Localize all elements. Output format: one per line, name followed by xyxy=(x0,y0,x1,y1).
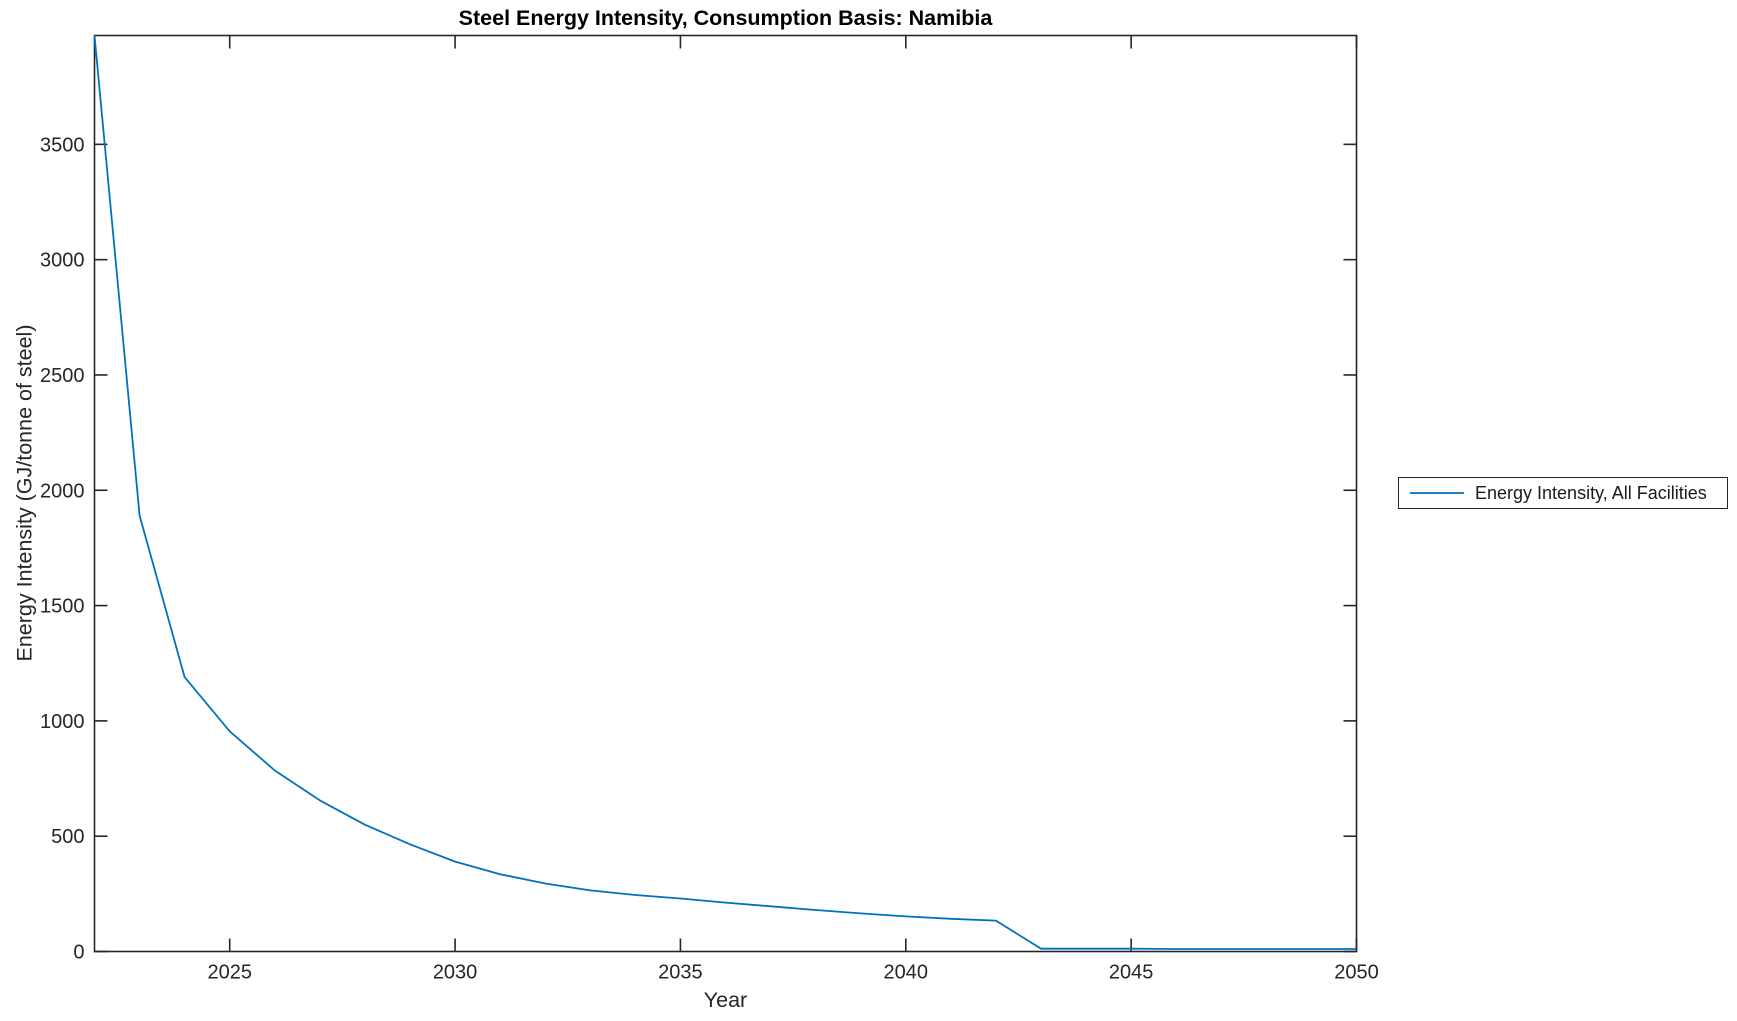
x-tick-label: 2040 xyxy=(884,962,929,984)
x-tick-label: 2035 xyxy=(658,962,703,984)
x-tick-label: 2025 xyxy=(207,962,252,984)
y-axis-label: Energy Intensity (GJ/tonne of steel) xyxy=(12,324,37,662)
x-axis-label: Year xyxy=(703,988,748,1012)
y-tick-label: 500 xyxy=(51,826,84,848)
x-tick-label: 2030 xyxy=(433,962,478,984)
y-tick-label: 2000 xyxy=(40,480,85,502)
x-tick-label: 2045 xyxy=(1109,962,1154,984)
series-line xyxy=(93,35,1357,950)
x-tick-label: 2050 xyxy=(1334,962,1379,984)
legend-label: Energy Intensity, All Facilities xyxy=(1475,482,1707,503)
y-tick-label: 0 xyxy=(73,942,84,964)
y-tick-label: 2500 xyxy=(40,365,85,387)
y-tick-label: 3500 xyxy=(40,134,85,156)
y-tick-label: 3000 xyxy=(40,250,85,272)
axis-box xyxy=(93,34,1358,953)
legend-line-sample xyxy=(1410,492,1464,494)
y-tick-label: 1000 xyxy=(40,711,85,733)
chart-title: Steel Energy Intensity, Consumption Basi… xyxy=(458,6,993,30)
legend: Energy Intensity, All Facilities xyxy=(1398,477,1728,509)
y-tick-label: 1500 xyxy=(40,596,85,618)
